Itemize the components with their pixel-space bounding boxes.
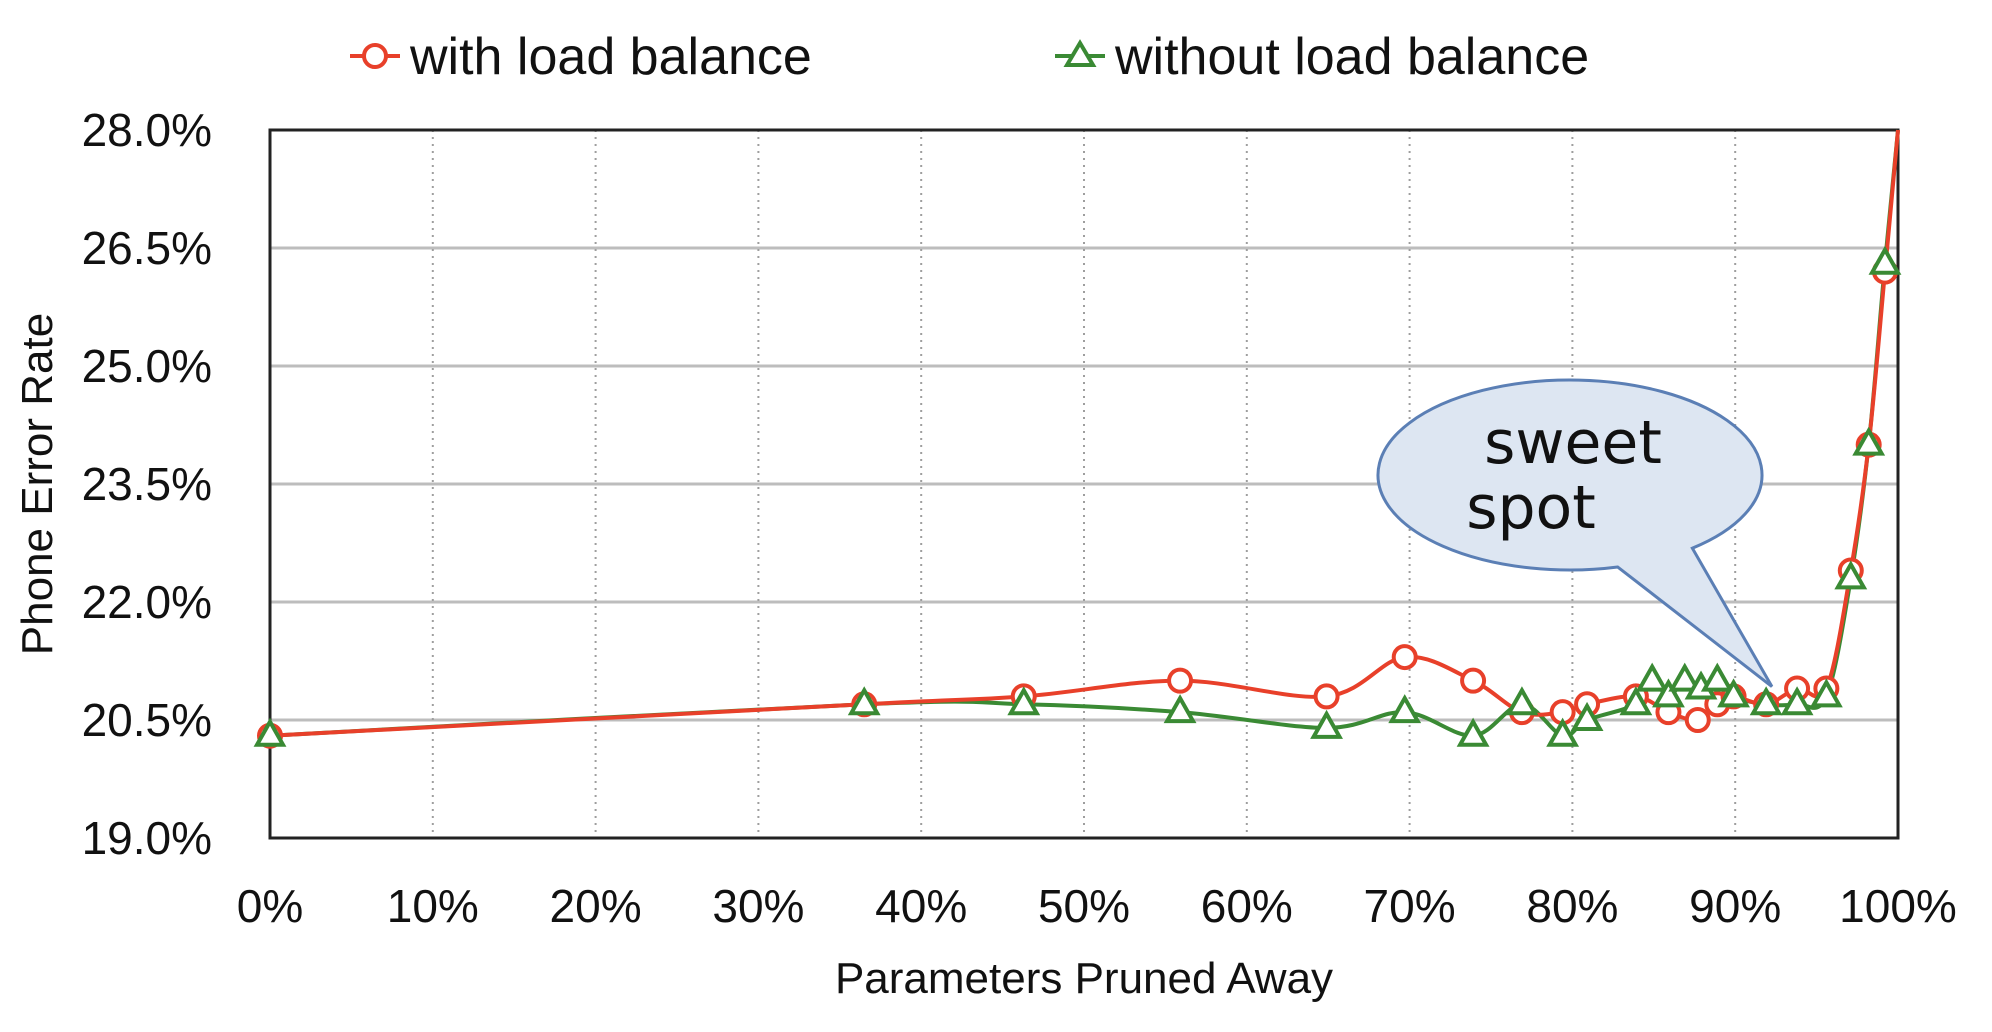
- data-point-without-load-balance: [1868, 245, 1902, 275]
- legend-item-without-load-balance: without load balance: [1055, 28, 1589, 86]
- sweet-spot-callout: sweet spot: [1376, 378, 1774, 688]
- data-point-without-load-balance: [1852, 426, 1886, 456]
- data-point-without-load-balance: [1570, 701, 1604, 731]
- x-tick-label: 10%: [387, 880, 479, 932]
- x-tick-label: 0%: [237, 880, 303, 932]
- y-tick-label: 28.0%: [82, 104, 212, 156]
- y-tick-label: 22.0%: [82, 576, 212, 628]
- legend: with load balance without load balance: [350, 28, 1589, 86]
- legend-marker-triangle: [1063, 39, 1097, 67]
- data-point-with-load-balance: [1391, 644, 1418, 671]
- data-point-without-load-balance: [1700, 662, 1734, 692]
- x-tick-label: 50%: [1038, 880, 1130, 932]
- data-point-without-load-balance: [1505, 686, 1539, 716]
- legend-label-without-load-balance: without load balance: [1114, 28, 1589, 86]
- data-point-without-load-balance: [1652, 678, 1685, 708]
- callout-text-line2: spot: [1466, 473, 1596, 543]
- data-point-without-load-balance: [253, 717, 287, 747]
- y-tick-label: 25.0%: [82, 340, 212, 392]
- data-point-without-load-balance: [1619, 686, 1653, 716]
- y-tick-label: 20.5%: [82, 694, 212, 746]
- data-point-without-load-balance: [847, 686, 881, 716]
- data-point-without-load-balance: [1668, 662, 1702, 692]
- horizontal-gridlines: [270, 246, 1898, 722]
- data-point-without-load-balance: [1163, 694, 1197, 724]
- y-axis-tick-labels: 19.0% 20.5% 22.0% 23.5% 25.0% 26.5% 28.0%: [82, 104, 212, 864]
- x-axis-title: Parameters Pruned Away: [835, 954, 1333, 1003]
- y-axis-title: Phone Error Rate: [13, 313, 62, 655]
- legend-marker-circle: [362, 43, 388, 69]
- data-point-without-load-balance: [1007, 686, 1041, 716]
- data-point-without-load-balance: [1717, 678, 1750, 708]
- data-point-without-load-balance: [1749, 686, 1783, 716]
- x-tick-label: 20%: [550, 880, 642, 932]
- y-tick-label: 23.5%: [82, 458, 212, 510]
- data-point-with-load-balance: [1460, 667, 1487, 694]
- y-tick-label: 26.5%: [82, 222, 212, 274]
- data-point-without-load-balance: [1834, 560, 1868, 590]
- callout-bubble: [1376, 378, 1774, 688]
- y-tick-label: 19.0%: [82, 812, 212, 864]
- x-tick-label: 80%: [1526, 880, 1618, 932]
- data-point-without-load-balance: [1635, 662, 1669, 692]
- data-point-without-load-balance: [1388, 694, 1422, 724]
- data-point-without-load-balance: [1780, 686, 1814, 716]
- x-tick-label: 30%: [712, 880, 804, 932]
- x-tick-label: 100%: [1839, 880, 1957, 932]
- series-layer: [253, 129, 1902, 749]
- legend-item-with-load-balance: with load balance: [350, 28, 812, 86]
- data-point-without-load-balance: [1546, 717, 1580, 747]
- plot-area-frame: [268, 128, 1900, 840]
- x-tick-label: 60%: [1201, 880, 1293, 932]
- data-point-with-load-balance: [1313, 683, 1340, 710]
- data-point-without-load-balance: [1809, 678, 1843, 708]
- data-point-without-load-balance: [1456, 717, 1490, 747]
- data-point-without-load-balance: [1310, 709, 1343, 739]
- x-tick-label: 90%: [1689, 880, 1781, 932]
- legend-label-with-load-balance: with load balance: [409, 28, 812, 86]
- x-tick-label: 40%: [875, 880, 967, 932]
- data-point-with-load-balance: [1167, 667, 1194, 694]
- callout-text-line1: sweet: [1484, 408, 1662, 478]
- data-point-with-load-balance: [1684, 707, 1711, 733]
- x-axis-tick-labels: 0% 10% 20% 30% 40% 50% 60% 70% 80% 90% 100%: [237, 880, 1957, 932]
- x-tick-label: 70%: [1364, 880, 1456, 932]
